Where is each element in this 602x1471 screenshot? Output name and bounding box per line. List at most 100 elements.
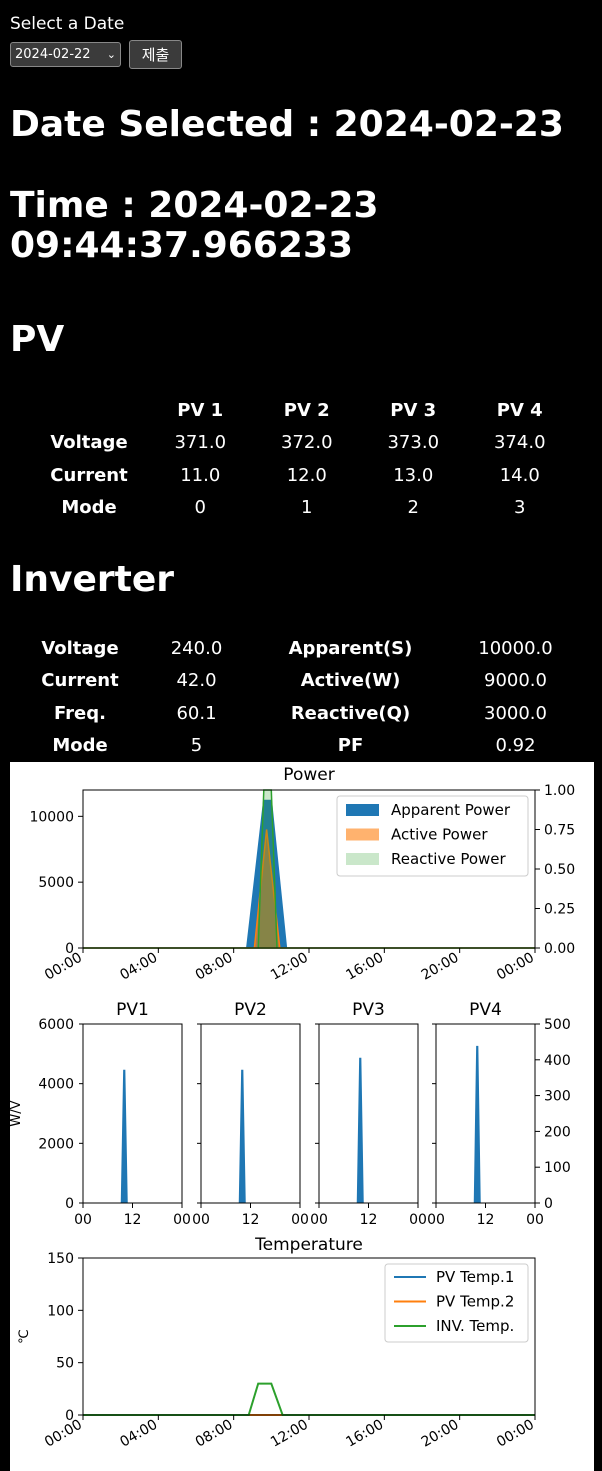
date-select-label: Select a Date [10,14,125,34]
date-select-value: 2024-02-22 [15,47,91,62]
temperature-legend-label: PV Temp.2 [436,1293,514,1311]
pv2-series [238,1069,246,1204]
power-y2tick-label: 0.75 [544,823,575,839]
temperature-ylabel: ℃ [17,1329,32,1344]
pv-xtick-label: 00 [427,1212,445,1228]
cell: 10000.0 [478,637,553,659]
chevron-down-icon: ⌄ [106,48,116,61]
row-label: Current [41,670,119,692]
row-label: Apparent(S) [288,637,413,659]
temperature-xtick-label: 00:00 [42,1417,85,1451]
time-heading: Time : 2024-02-23 09:44:37.966233 [10,185,379,266]
power-legend-swatch [346,804,379,816]
date-selected-heading: Date Selected : 2024-02-23 [10,104,564,145]
pv-header-4: PV 4 [496,399,543,421]
pv-ylabel: W/V [10,1100,24,1126]
temperature-ytick-label: 50 [56,1356,74,1372]
cell: 3000.0 [484,702,547,724]
temperature-ytick-label: 100 [47,1303,74,1319]
cell: 9000.0 [484,670,547,692]
pv-xtick-label: 00 [526,1212,544,1228]
row-label: Mode [52,735,108,757]
pv-ytick-label: 0 [65,1196,74,1212]
pv-heading: PV [10,319,65,360]
row-label: PF [337,735,364,757]
pv-xtick-label: 12 [477,1212,495,1228]
row-label: Active(W) [300,670,401,692]
submit-button[interactable]: 제출 [129,40,182,69]
power-legend-swatch [346,828,379,841]
power-y2tick-label: 0.50 [544,862,575,878]
temperature-xtick-label: 08:00 [193,1417,236,1451]
temperature-legend-label: PV Temp.1 [436,1268,514,1286]
temperature-xtick-label: 16:00 [343,1417,386,1451]
cell: 11.0 [180,464,221,486]
pv-ytick-label: 2000 [38,1136,74,1152]
pv3-series [356,1057,364,1204]
pv-xtick-label: 12 [242,1212,260,1228]
cell: 371.0 [174,432,227,454]
power-legend-label: Apparent Power [391,801,511,819]
row-label: Voltage [41,637,119,659]
row-label: Freq. [54,702,106,724]
pv1-title: PV1 [116,1000,149,1020]
pv-y2tick-label: 100 [544,1160,571,1176]
power-xtick-label: 12:00 [268,950,311,984]
cell: 240.0 [170,637,223,659]
inverter-row: Current 42.0 Active(W) 9000.0 [20,665,583,698]
pv2-axes-frame [200,1023,301,1204]
cell: 2 [407,497,419,519]
cell: 3 [514,497,526,519]
pv-y2tick-label: 300 [544,1089,571,1105]
temperature-xtick-label: 00:00 [494,1417,537,1451]
inverter-heading: Inverter [10,559,175,600]
temperature-legend-label: INV. Temp. [436,1317,514,1335]
date-select[interactable]: 2024-02-22 ⌄ [10,42,121,67]
inverter-row: Mode 5 PF 0.92 [20,730,583,763]
pv-header-2: PV 2 [283,399,330,421]
cell: 373.0 [387,432,440,454]
inverter-row: Freq. 60.1 Reactive(Q) 3000.0 [20,697,583,730]
pv-y2tick-label: 400 [544,1053,571,1069]
power-legend-swatch [346,853,379,865]
power-y2tick-label: 1.00 [544,783,575,799]
pv-table: PV 1 PV 2 PV 3 PV 4 Voltage 371.0 372.0 … [31,394,573,524]
pv-header-1: PV 1 [177,399,224,421]
power-xtick-label: 16:00 [343,950,386,984]
inverter-row: Voltage 240.0 Apparent(S) 10000.0 [20,632,583,665]
pv2-title: PV2 [234,1000,267,1020]
pv-y2tick-label: 0 [544,1196,553,1212]
chart-panel: Power 0 5000 10000 0.00 0.25 0.50 0.75 1.00 00:00… [10,762,594,1471]
pv-xtick-label: 00 [409,1212,427,1228]
pv4-title: PV4 [469,1000,502,1020]
pv-xtick-label: 00 [173,1212,191,1228]
pv3-axes-frame [318,1023,419,1204]
pv1-axes-frame [82,1023,183,1204]
cell: 372.0 [280,432,333,454]
power-ytick-label: 5000 [38,875,74,891]
pv-xtick-label: 00 [192,1212,210,1228]
temperature-xtick-label: 20:00 [419,1417,462,1451]
row-label: Reactive(Q) [290,702,411,724]
temperature-series-3 [83,1382,535,1416]
pv-header-3: PV 3 [390,399,437,421]
cell: 374.0 [493,432,546,454]
power-ytick-label: 10000 [29,809,74,825]
charts-figure: Power05000100000.000.250.500.751.0000:00… [10,765,575,1451]
power-xtick-label: 20:00 [419,950,462,984]
pv-xtick-label: 12 [360,1212,378,1228]
pv-xtick-label: 00 [291,1212,309,1228]
pv-table-header: PV 1 PV 2 PV 3 PV 4 [31,394,573,427]
cell: 0 [194,497,206,519]
pv-row-voltage: Voltage 371.0 372.0 373.0 374.0 [31,427,573,460]
row-label: Voltage [50,432,128,454]
pv-xtick-label: 00 [74,1212,92,1228]
cell: 60.1 [176,702,217,724]
cell: 13.0 [393,464,434,486]
power-ytick-label: 0 [65,941,74,957]
power-legend-box [336,795,529,877]
inverter-table: Voltage 240.0 Apparent(S) 10000.0 Curren… [20,632,583,762]
temperature-legend-box [384,1263,529,1343]
power-xtick-label: 08:00 [193,950,236,984]
pv4-series [473,1045,481,1204]
